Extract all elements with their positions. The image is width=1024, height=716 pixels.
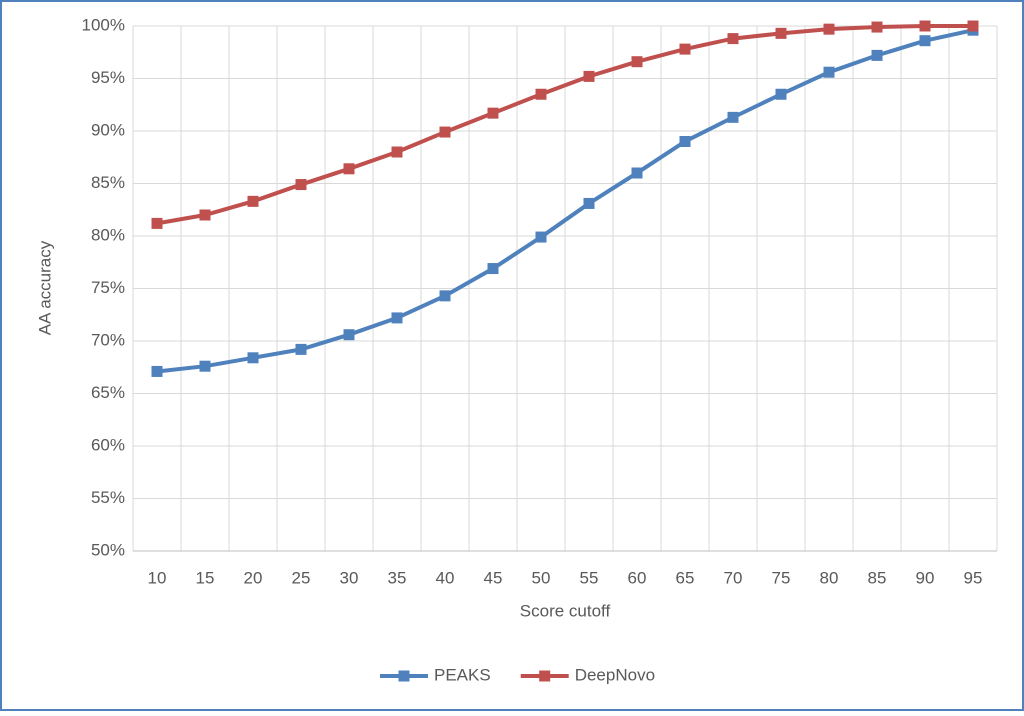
x-tick-label: 60 (628, 568, 647, 587)
point-marker (439, 290, 451, 302)
x-tick-label: 30 (340, 568, 359, 587)
point-marker (295, 179, 307, 191)
point-marker (247, 352, 259, 364)
point-marker (727, 33, 739, 45)
x-tick-label: 20 (244, 568, 263, 587)
legend-marker (398, 670, 410, 682)
x-tick-label: 45 (484, 568, 503, 587)
legend-label: PEAKS (434, 665, 491, 684)
point-marker (631, 167, 643, 179)
point-marker (487, 107, 499, 119)
point-marker (775, 88, 787, 100)
x-tick-label: 10 (148, 568, 167, 587)
point-marker (775, 27, 787, 39)
y-tick-label: 60% (91, 435, 125, 454)
x-tick-label: 90 (916, 568, 935, 587)
point-marker (919, 20, 931, 32)
point-marker (247, 195, 259, 207)
y-tick-label: 70% (91, 330, 125, 349)
point-marker (919, 35, 931, 47)
point-marker (343, 329, 355, 341)
y-tick-label: 65% (91, 383, 125, 402)
y-tick-label: 95% (91, 68, 125, 87)
y-tick-label: 100% (82, 15, 125, 34)
legend-label: DeepNovo (575, 665, 655, 684)
y-tick-label: 90% (91, 120, 125, 139)
point-marker (679, 43, 691, 55)
y-tick-label: 55% (91, 488, 125, 507)
legend-marker (539, 670, 551, 682)
series-line (156, 28, 974, 374)
point-marker (343, 163, 355, 175)
point-marker (823, 66, 835, 78)
point-marker (871, 49, 883, 61)
series-line (156, 24, 973, 226)
point-marker (871, 21, 883, 33)
point-marker (391, 312, 403, 324)
x-tick-label: 65 (676, 568, 695, 587)
y-axis-label: AA accuracy (35, 240, 54, 335)
x-tick-label: 15 (196, 568, 215, 587)
point-marker (967, 20, 979, 32)
y-tick-label: 50% (91, 540, 125, 559)
point-marker (487, 263, 499, 275)
y-tick-label: 80% (91, 225, 125, 244)
point-marker (439, 126, 451, 138)
x-tick-label: 80 (820, 568, 839, 587)
point-marker (823, 23, 835, 35)
point-marker (583, 197, 595, 209)
point-marker (535, 88, 547, 100)
point-marker (583, 70, 595, 82)
x-tick-label: 35 (388, 568, 407, 587)
x-tick-label: 70 (724, 568, 743, 587)
point-marker (727, 111, 739, 123)
x-tick-label: 40 (436, 568, 455, 587)
y-tick-label: 85% (91, 173, 125, 192)
point-marker (151, 365, 163, 377)
point-marker (295, 343, 307, 355)
point-marker (535, 231, 547, 243)
x-axis-label: Score cutoff (520, 601, 611, 620)
point-marker (631, 56, 643, 68)
x-tick-label: 85 (868, 568, 887, 587)
y-tick-label: 75% (91, 278, 125, 297)
x-tick-label: 25 (292, 568, 311, 587)
point-marker (151, 217, 163, 229)
point-marker (199, 209, 211, 221)
point-marker (391, 146, 403, 158)
point-marker (199, 360, 211, 372)
x-tick-label: 95 (964, 568, 983, 587)
x-tick-label: 75 (772, 568, 791, 587)
x-tick-label: 50 (532, 568, 551, 587)
point-marker (679, 136, 691, 147)
x-tick-label: 55 (580, 568, 599, 587)
